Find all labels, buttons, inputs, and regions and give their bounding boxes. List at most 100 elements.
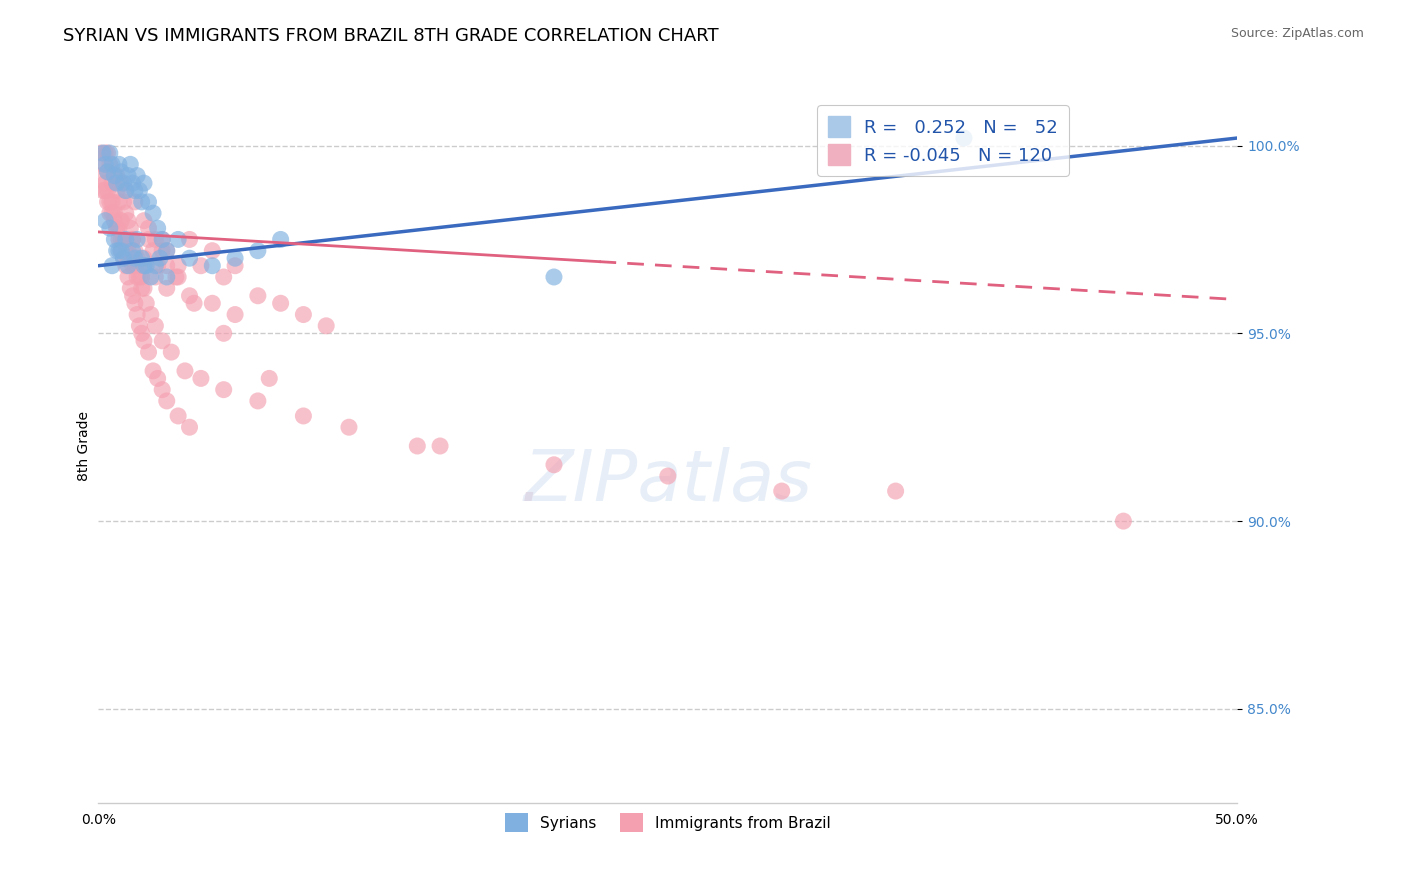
Point bbox=[884, 484, 907, 499]
Point bbox=[770, 484, 793, 499]
Point bbox=[190, 259, 212, 273]
Point bbox=[121, 176, 143, 190]
Point bbox=[114, 206, 136, 220]
Point bbox=[138, 345, 160, 359]
Point bbox=[120, 157, 142, 171]
Point bbox=[117, 244, 139, 258]
Point bbox=[114, 184, 136, 198]
Point bbox=[156, 270, 179, 285]
Point bbox=[146, 221, 169, 235]
Point bbox=[103, 169, 125, 183]
Point bbox=[96, 165, 118, 179]
Point bbox=[131, 194, 153, 209]
Point bbox=[132, 334, 155, 348]
Point bbox=[156, 259, 179, 273]
Point bbox=[117, 259, 139, 273]
Point bbox=[127, 270, 149, 285]
Point bbox=[94, 146, 117, 161]
Point bbox=[201, 296, 224, 310]
Point bbox=[156, 393, 179, 408]
Point bbox=[246, 244, 269, 258]
Point bbox=[270, 296, 292, 310]
Point bbox=[142, 364, 165, 378]
Point bbox=[94, 176, 117, 190]
Point bbox=[94, 213, 117, 227]
Point bbox=[127, 232, 149, 246]
Point bbox=[103, 232, 125, 246]
Point bbox=[101, 259, 124, 273]
Point bbox=[657, 469, 679, 483]
Point bbox=[167, 270, 190, 285]
Text: SYRIAN VS IMMIGRANTS FROM BRAZIL 8TH GRADE CORRELATION CHART: SYRIAN VS IMMIGRANTS FROM BRAZIL 8TH GRA… bbox=[63, 27, 718, 45]
Point bbox=[156, 244, 179, 258]
Point bbox=[201, 259, 224, 273]
Point bbox=[90, 146, 112, 161]
Point bbox=[98, 206, 121, 220]
Point bbox=[121, 259, 143, 273]
Point bbox=[121, 232, 143, 246]
Point bbox=[96, 194, 118, 209]
Point bbox=[110, 213, 132, 227]
Point bbox=[150, 232, 173, 246]
Point bbox=[120, 281, 142, 295]
Text: .: . bbox=[520, 447, 543, 516]
Point bbox=[212, 326, 235, 341]
Point bbox=[138, 232, 160, 246]
Point bbox=[146, 371, 169, 385]
Point bbox=[110, 244, 132, 258]
Point bbox=[127, 308, 149, 322]
Point bbox=[101, 176, 124, 190]
Point bbox=[138, 221, 160, 235]
Point bbox=[128, 259, 150, 273]
Point bbox=[179, 232, 201, 246]
Text: Source: ZipAtlas.com: Source: ZipAtlas.com bbox=[1230, 27, 1364, 40]
Point bbox=[315, 318, 337, 333]
Point bbox=[112, 251, 135, 265]
Point bbox=[121, 244, 143, 258]
Point bbox=[128, 318, 150, 333]
Point bbox=[259, 371, 281, 385]
Point bbox=[91, 157, 114, 171]
Point bbox=[105, 176, 128, 190]
Point bbox=[110, 176, 132, 190]
Point bbox=[105, 221, 128, 235]
Point bbox=[246, 289, 269, 303]
Point bbox=[149, 251, 172, 265]
Point bbox=[224, 251, 246, 265]
Point bbox=[156, 281, 179, 295]
Point bbox=[124, 296, 146, 310]
Point bbox=[543, 458, 565, 472]
Point bbox=[150, 244, 173, 258]
Point bbox=[139, 308, 162, 322]
Point bbox=[112, 194, 135, 209]
Point bbox=[117, 213, 139, 227]
Point bbox=[96, 146, 118, 161]
Point bbox=[165, 270, 187, 285]
Point bbox=[183, 296, 205, 310]
Point bbox=[406, 439, 429, 453]
Point bbox=[212, 383, 235, 397]
Point bbox=[212, 270, 235, 285]
Point bbox=[124, 244, 146, 258]
Point bbox=[190, 371, 212, 385]
Point bbox=[174, 364, 197, 378]
Point bbox=[132, 213, 155, 227]
Point bbox=[91, 146, 114, 161]
Point bbox=[292, 308, 315, 322]
Point bbox=[108, 194, 131, 209]
Point bbox=[112, 251, 135, 265]
Y-axis label: 8th Grade: 8th Grade bbox=[77, 411, 91, 481]
Point bbox=[98, 194, 121, 209]
Point bbox=[105, 184, 128, 198]
Point bbox=[103, 169, 125, 183]
Point bbox=[98, 157, 121, 171]
Point bbox=[114, 232, 136, 246]
Point bbox=[110, 165, 132, 179]
Point bbox=[142, 244, 165, 258]
Point bbox=[128, 184, 150, 198]
Point bbox=[101, 194, 124, 209]
Point bbox=[101, 206, 124, 220]
Point bbox=[121, 232, 143, 246]
Point bbox=[179, 251, 201, 265]
Point bbox=[167, 232, 190, 246]
